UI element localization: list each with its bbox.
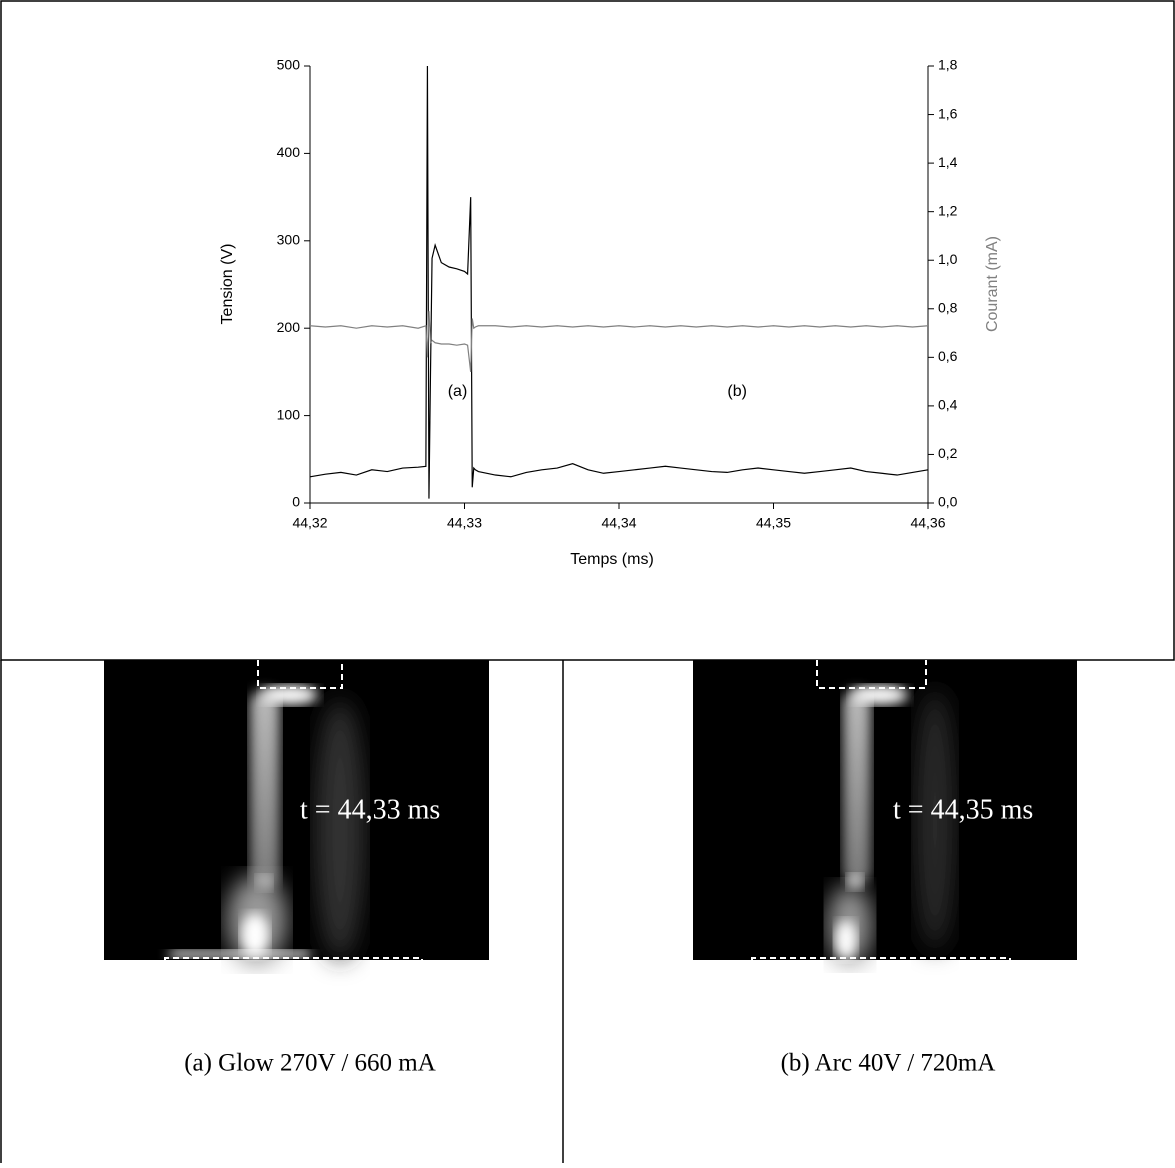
y2-tick-label: 1,2 — [938, 202, 958, 218]
caption: (a) Glow 270V / 660 mA — [184, 1050, 436, 1077]
y-tick-label: 300 — [277, 232, 301, 248]
y2-tick-label: 1,6 — [938, 105, 958, 121]
y2-tick-label: 1,0 — [938, 251, 958, 267]
annotation: (a) — [448, 383, 468, 400]
y2-tick-label: 0,6 — [938, 348, 958, 364]
y2-tick-label: 1,4 — [938, 154, 958, 170]
x-tick-label: 44,34 — [601, 515, 636, 531]
series-line — [309, 311, 929, 372]
y-axis-title: Tension (V) — [219, 244, 236, 325]
y-tick-label: 500 — [277, 57, 301, 73]
x-tick-label: 44,32 — [292, 515, 327, 531]
y2-tick-label: 0,0 — [938, 494, 958, 510]
series-line — [309, 65, 929, 499]
caption: (b) Arc 40V / 720mA — [781, 1050, 996, 1077]
y-tick-label: 400 — [277, 144, 301, 160]
x-tick-label: 44,35 — [756, 515, 791, 531]
x-axis-title: Temps (ms) — [570, 551, 654, 568]
x-tick-label: 44,33 — [447, 515, 482, 531]
y-tick-label: 200 — [277, 319, 301, 335]
photo-a: t = 44,33 ms — [104, 660, 489, 1020]
y-tick-label: 100 — [277, 406, 301, 422]
photo-time: t = 44,35 ms — [893, 794, 1033, 825]
y2-tick-label: 0,8 — [938, 299, 958, 315]
y-tick-label: 0 — [292, 494, 300, 510]
y2-axis-title: Courant (mA) — [984, 236, 1001, 332]
annotation: (b) — [727, 383, 747, 400]
x-tick-label: 44,36 — [910, 515, 945, 531]
y2-tick-label: 1,8 — [938, 57, 958, 73]
photo-time: t = 44,33 ms — [300, 794, 440, 825]
photo-b: t = 44,35 ms — [693, 660, 1077, 1020]
y2-tick-label: 0,2 — [938, 445, 958, 461]
y2-tick-label: 0,4 — [938, 397, 958, 413]
